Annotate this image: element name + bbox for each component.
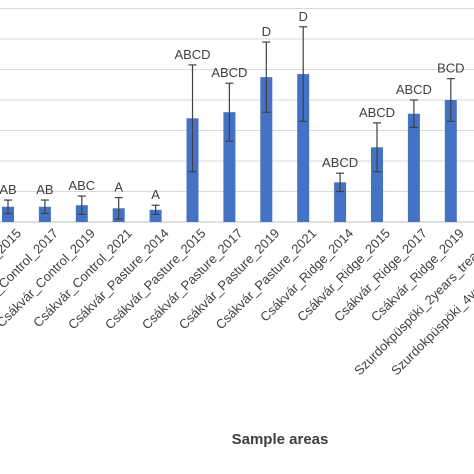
error-bar — [40, 199, 49, 215]
error-bar — [373, 122, 381, 173]
error-bar — [409, 99, 418, 129]
significance-label: D — [299, 9, 308, 24]
x-axis-title: Sample areas — [232, 431, 329, 448]
significance-label: ABCD — [174, 47, 210, 62]
significance-label: D — [262, 24, 271, 39]
error-bar — [151, 204, 160, 215]
bar — [2, 206, 14, 222]
error-bar — [446, 78, 455, 122]
bar — [38, 206, 51, 222]
error-bar — [4, 199, 12, 215]
significance-label: ABC — [68, 178, 95, 193]
error-bar — [77, 195, 86, 215]
significance-label: BCD — [437, 61, 464, 76]
bar — [149, 209, 162, 222]
bar — [334, 182, 347, 222]
bar — [371, 147, 383, 222]
significance-label: ABCD — [211, 65, 247, 80]
gridlines — [0, 8, 474, 223]
error-bar — [336, 172, 345, 193]
error-bar — [225, 82, 234, 142]
bar — [260, 77, 273, 222]
error-bar — [299, 26, 308, 122]
significance-label: ABCD — [396, 82, 432, 97]
significance-label: AB — [0, 182, 17, 197]
error-bar — [114, 197, 123, 220]
significance-label: ABCD — [322, 155, 358, 170]
bar — [407, 113, 420, 222]
x-tick-labels: Csákvár_Control_2015Csákvár_Control_2017… — [0, 225, 474, 378]
significance-label: ABCD — [359, 105, 395, 120]
significance-label: A — [114, 180, 123, 195]
error-bars — [4, 26, 455, 220]
significance-label: AB — [36, 182, 53, 197]
error-bar — [262, 41, 271, 113]
bar — [223, 112, 236, 222]
bar — [297, 74, 310, 222]
error-bar — [188, 64, 197, 173]
significance-label: A — [151, 187, 160, 202]
bar — [444, 100, 457, 222]
